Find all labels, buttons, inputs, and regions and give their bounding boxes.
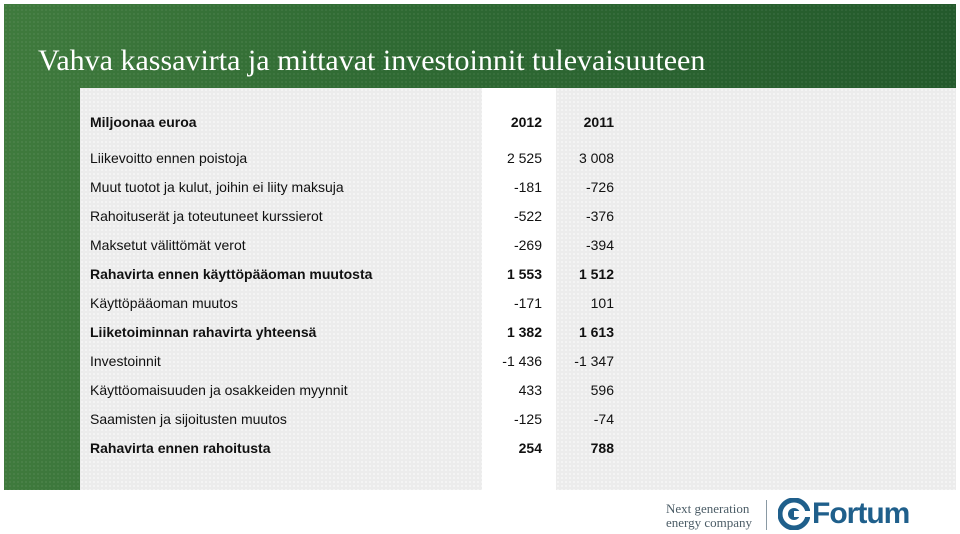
value-2011: -376 [585, 208, 614, 224]
table-row: Rahoituserät ja toteutuneet kurssierot -5… [80, 206, 636, 228]
row-label: Rahavirta ennen rahoitusta [90, 440, 271, 456]
value-2011: 596 [590, 382, 614, 398]
row-label: Rahavirta ennen käyttöpääoman muutosta [90, 266, 373, 282]
value-2011: 101 [590, 295, 614, 311]
value-2011: -394 [585, 237, 614, 253]
fortum-logo-icon [778, 498, 810, 530]
value-2011: -726 [585, 179, 614, 195]
tagline-line-1: Next generation [666, 501, 750, 516]
row-label: Saamisten ja sijoitusten muutos [90, 411, 287, 427]
footer-divider [766, 500, 767, 530]
value-2012: 254 [518, 440, 542, 456]
table-row: Liikevoitto ennen poistoja 2 525 3 008 [80, 148, 636, 170]
value-2011: 1 613 [578, 324, 614, 340]
value-2012: -522 [513, 208, 542, 224]
value-2012: 2 525 [506, 150, 542, 166]
value-2012: -125 [513, 411, 542, 427]
row-label: Käyttöomaisuuden ja osakkeiden myynnit [90, 382, 348, 398]
table-row: Liiketoiminnan rahavirta yhteensä 1 382 1 … [80, 322, 636, 344]
table-row: Muut tuotot ja kulut, joihin ei liity ma… [80, 177, 636, 199]
table-row: Rahavirta ennen rahoitusta 254 788 [80, 438, 636, 460]
value-2012: -269 [513, 237, 542, 253]
value-2011: -74 [593, 411, 614, 427]
table-header-row: Miljoonaa euroa 2012 2011 [80, 112, 636, 134]
table-row: Käyttöpääoman muutos -171 101 [80, 293, 636, 315]
value-2011: -1 347 [574, 353, 614, 369]
value-2011: 3 008 [578, 150, 614, 166]
value-2012: -171 [513, 295, 542, 311]
row-label: Liiketoiminnan rahavirta yhteensä [90, 324, 317, 340]
row-label: Maksetut välittömät verot [90, 237, 246, 253]
value-2012: 1 382 [506, 324, 542, 340]
value-2011: 788 [590, 440, 614, 456]
table-row: Maksetut välittömät verot -269 -394 [80, 235, 636, 257]
fortum-logo: Fortum [778, 496, 910, 532]
tagline-line-2: energy company [666, 515, 753, 530]
highlight-column-2012 [482, 88, 556, 490]
row-label: Muut tuotot ja kulut, joihin ei liity ma… [90, 179, 344, 195]
value-2012: 433 [518, 382, 542, 398]
row-label: Liikevoitto ennen poistoja [90, 150, 248, 166]
table-row: Saamisten ja sijoitusten muutos -125 -74 [80, 409, 636, 431]
header-2012: 2012 [510, 114, 542, 130]
value-2012: -1 436 [502, 353, 542, 369]
fortum-logo-text: Fortum [812, 497, 910, 530]
tagline: Next generation energy company [666, 502, 752, 530]
header-label: Miljoonaa euroa [90, 114, 197, 130]
header-2011: 2011 [583, 114, 614, 130]
table-row: Rahavirta ennen käyttöpääoman muutosta 1 … [80, 264, 636, 286]
page-title: Vahva kassavirta ja mittavat investoinni… [38, 44, 706, 77]
row-label: Käyttöpääoman muutos [90, 295, 238, 311]
row-label: Rahoituserät ja toteutuneet kurssierot [90, 208, 323, 224]
row-label: Investoinnit [90, 353, 161, 369]
table-row: Investoinnit -1 436 -1 347 [80, 351, 636, 373]
table-row: Käyttöomaisuuden ja osakkeiden myynnit 43… [80, 380, 636, 402]
value-2011: 1 512 [578, 266, 614, 282]
value-2012: -181 [513, 179, 542, 195]
value-2012: 1 553 [506, 266, 542, 282]
